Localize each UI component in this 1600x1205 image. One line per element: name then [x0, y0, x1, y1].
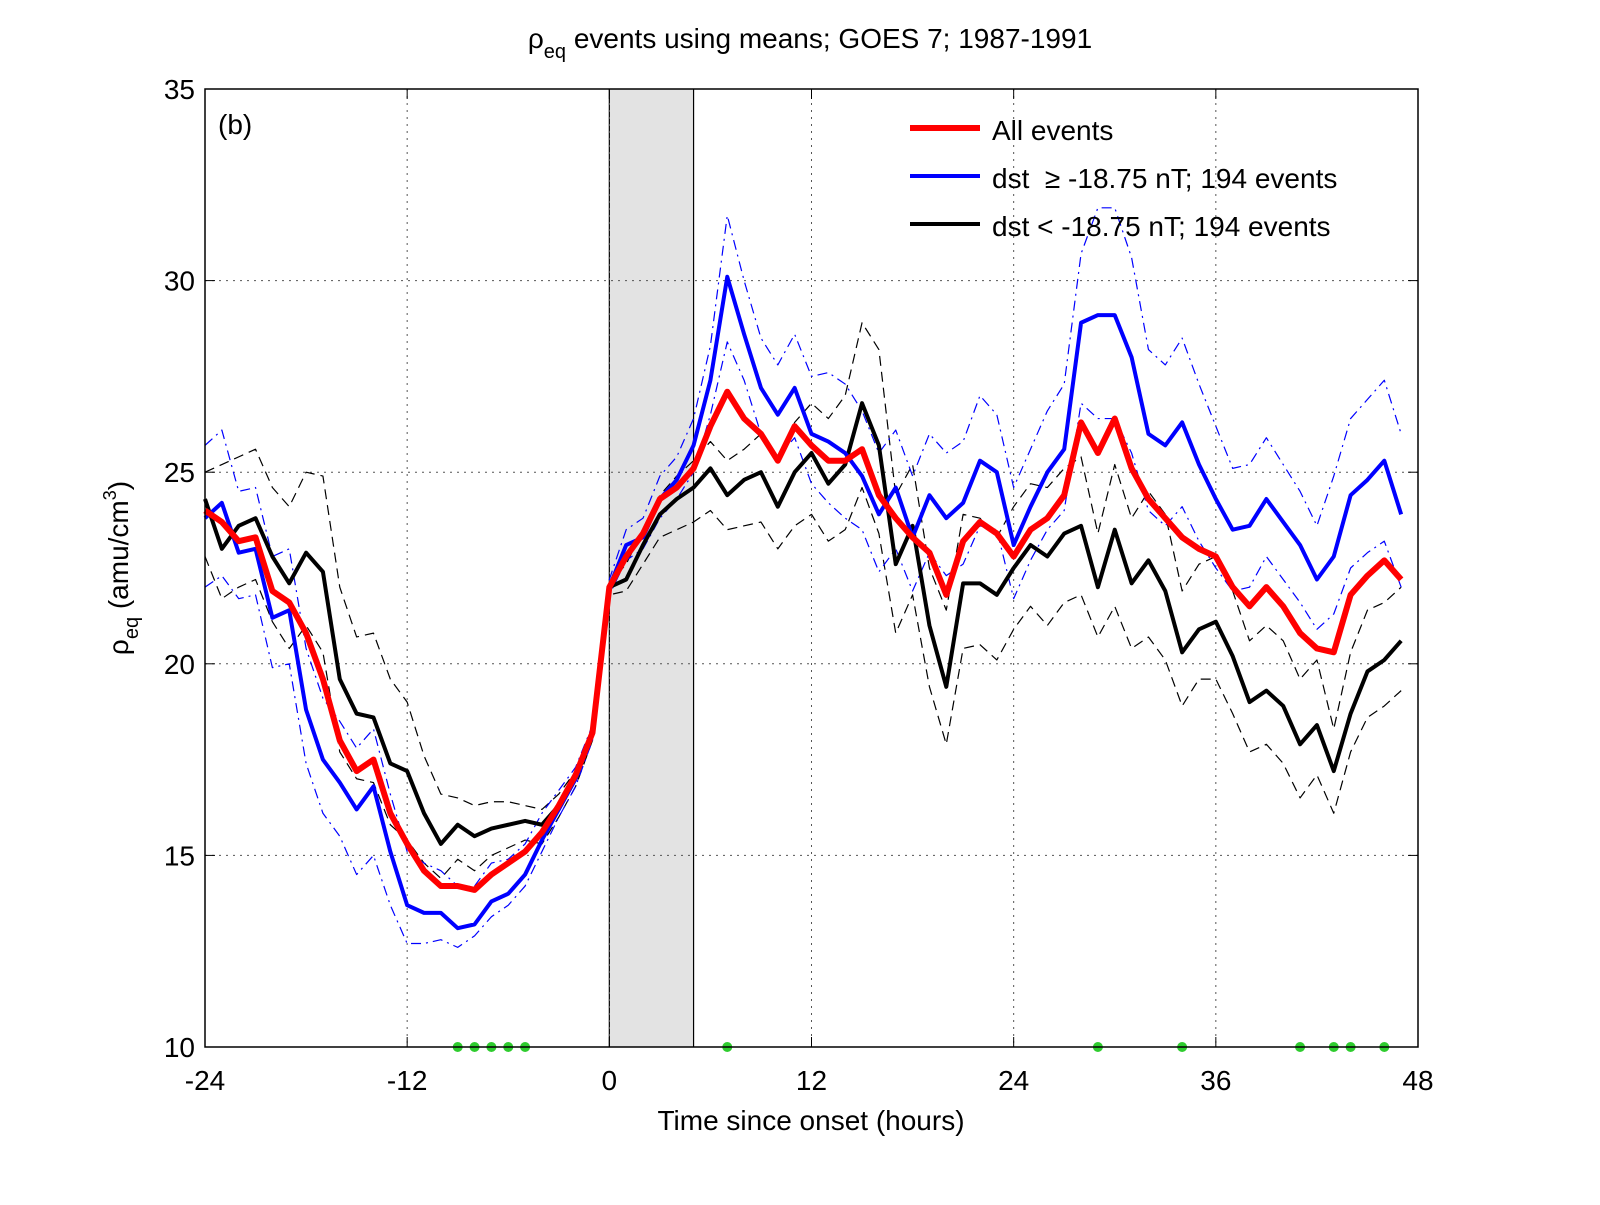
title-subscript: eq — [544, 41, 566, 63]
series-line — [203, 274, 1404, 931]
y-tick-label: 15 — [164, 840, 195, 871]
y-tick-label: 25 — [164, 457, 195, 488]
plot-frame — [204, 88, 1419, 1048]
legend-label: dst ≥ -18.75 nT; 194 events — [992, 163, 1337, 194]
title-symbol: ρ — [528, 23, 544, 54]
confidence-line — [204, 207, 1402, 887]
x-tick-label: -12 — [387, 1065, 427, 1096]
plot-area — [203, 88, 1419, 1052]
ylabel-text: (amu/cm — [103, 500, 134, 617]
ylabel-subscript: eq — [121, 617, 143, 639]
y-tick-label: 30 — [164, 266, 195, 297]
x-tick-label: 48 — [1402, 1065, 1433, 1096]
title-text: events using means; GOES 7; 1987-1991 — [566, 23, 1092, 54]
x-tick-label: 36 — [1200, 1065, 1231, 1096]
series-line — [203, 401, 1403, 846]
x-tick-label: -24 — [185, 1065, 225, 1096]
chart-title: ρeq events using means; GOES 7; 1987-199… — [528, 23, 1092, 63]
x-tick-label: 24 — [998, 1065, 1029, 1096]
legend-label: All events — [992, 115, 1113, 146]
legend-label: dst < -18.75 nT; 194 events — [992, 211, 1331, 242]
ylabel-close: ) — [103, 481, 134, 490]
x-axis-label: Time since onset (hours) — [657, 1105, 964, 1136]
annotation: (b) — [218, 109, 252, 140]
y-axis-label: ρeq (amu/cm3) — [100, 481, 143, 655]
y-tick-label: 20 — [164, 649, 195, 680]
confidence-line — [204, 322, 1402, 811]
ylabel-superscript: 3 — [100, 490, 120, 500]
series-line — [203, 388, 1404, 893]
ylabel-symbol: ρ — [103, 639, 134, 655]
legend: All events dst ≥ -18.75 nT; 194 events dst… — [910, 115, 1337, 242]
y-tick-label: 10 — [164, 1032, 195, 1063]
x-tick-label: 0 — [602, 1065, 618, 1096]
x-tick-label: 12 — [796, 1065, 827, 1096]
y-tick-label: 35 — [164, 74, 195, 105]
